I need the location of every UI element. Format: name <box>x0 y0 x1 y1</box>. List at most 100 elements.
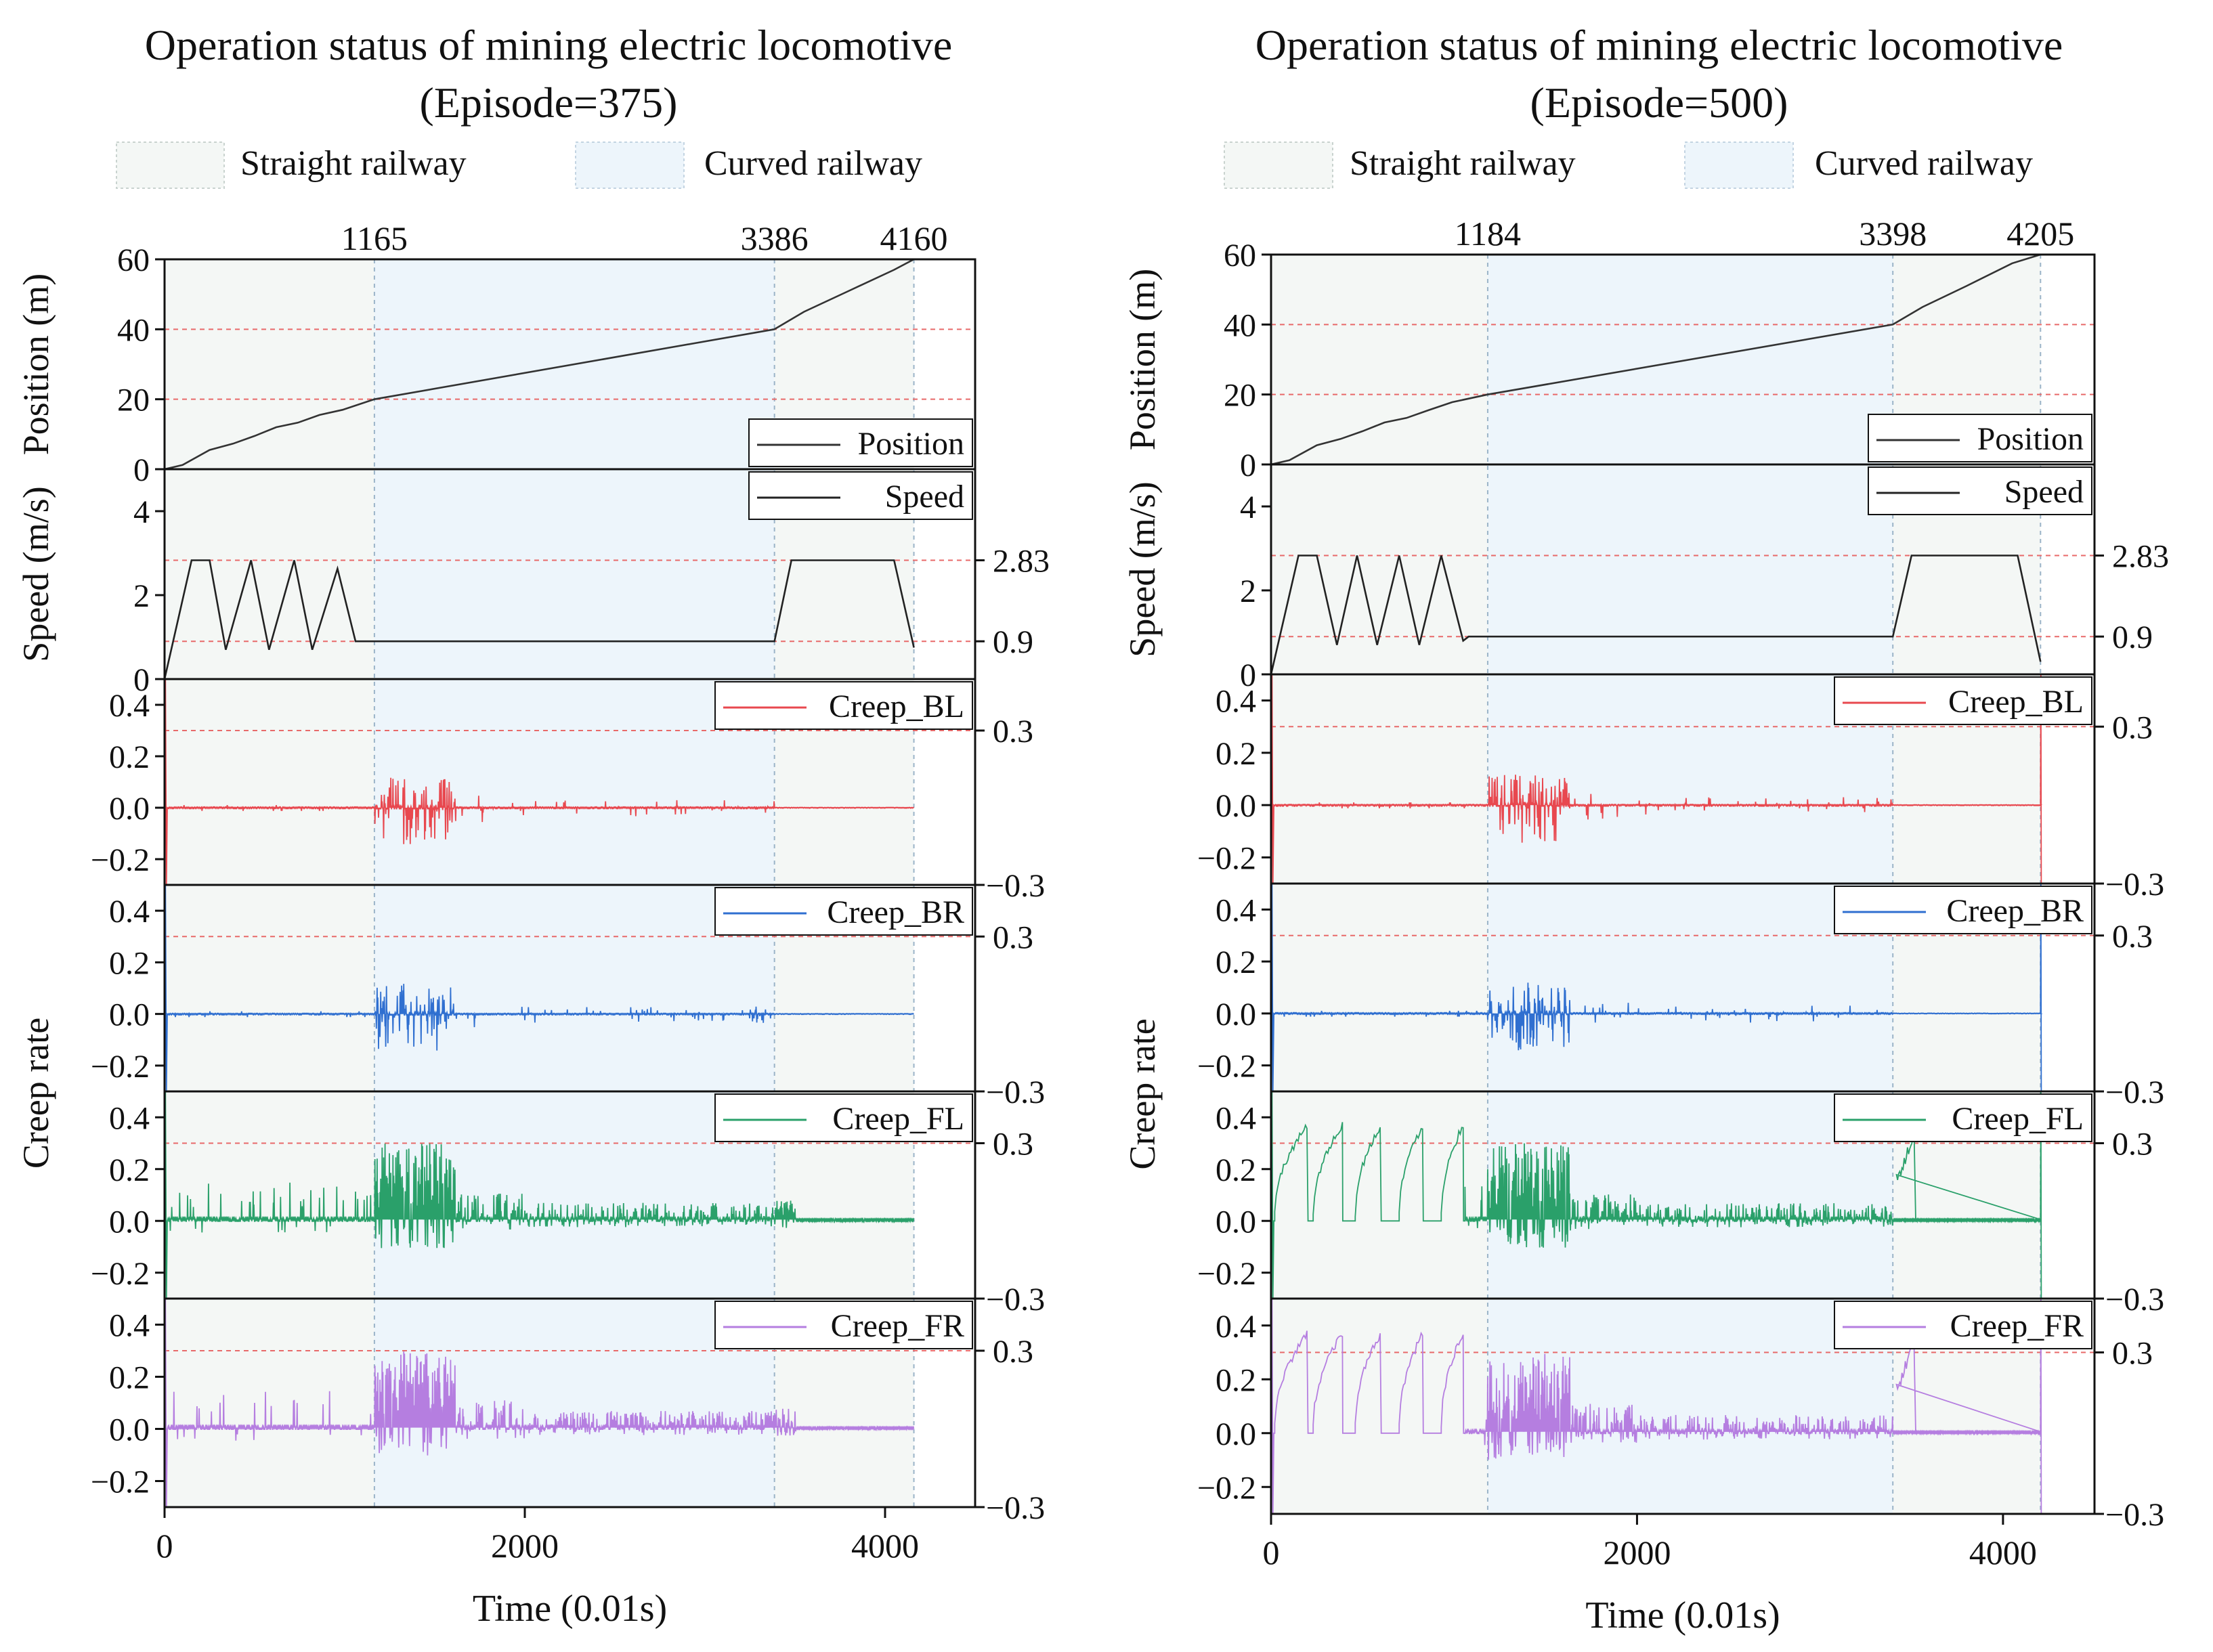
y-tick-label-4: −0.2 <box>91 842 150 878</box>
y-axis-label: Position (m) <box>16 274 56 456</box>
y-tick-label-1: 0.4 <box>109 1100 150 1136</box>
boundary-label-3: 4205 <box>2006 215 2074 253</box>
series-legend: Creep_FL <box>714 1093 973 1142</box>
series-legend-box <box>748 471 973 520</box>
series-legend-box <box>714 681 973 730</box>
right-tick-label-2: 0.9 <box>993 624 1033 660</box>
series-line-position <box>1271 255 2041 464</box>
series-legend-label: Position <box>1977 421 2084 457</box>
y-tick-label-2: 0.2 <box>109 739 150 775</box>
curved-railway-swatch <box>575 142 685 189</box>
boundary-label-1: 1184 <box>1455 215 1521 253</box>
series-line-br <box>165 885 914 1091</box>
series-legend-label: Creep_BR <box>827 894 964 930</box>
y-tick-label-1: 0.4 <box>109 894 150 930</box>
y-tick-label-4: −0.2 <box>1197 1256 1256 1292</box>
right-tick-label-1: 0.3 <box>993 714 1033 749</box>
panel-fr: 0.4 0.2 0.0 −0.2 0.3 −0.3 Creep_FR <box>1197 1297 2164 1533</box>
series-legend-box <box>1834 1093 2092 1142</box>
series-line-speed <box>1271 555 2042 674</box>
y-tick-label-4: 60 <box>117 242 150 278</box>
series-legend: Creep_BL <box>714 681 973 730</box>
chart-title: Operation status of mining electric loco… <box>1255 21 2063 69</box>
right-tick-label-2: −0.3 <box>986 1490 1045 1526</box>
right-tick-label-1: 2.83 <box>993 544 1050 580</box>
panel-fr: 0.4 0.2 0.0 −0.2 0.3 −0.3 Creep_FR <box>91 1297 1045 1526</box>
series-legend: Creep_FR <box>714 1301 973 1349</box>
y-tick-label-1: 0 <box>133 452 150 488</box>
y-tick-label-1: 0 <box>1240 448 1256 483</box>
x-axis-label: Time (0.01s) <box>1585 1594 1780 1636</box>
series-legend-box <box>1834 676 2092 725</box>
y-tick-label-3: 0.0 <box>109 1412 150 1448</box>
straight-region-1 <box>165 259 374 1507</box>
series-line-fl <box>1271 1091 2042 1299</box>
series-legend: Creep_BL <box>1834 676 2092 725</box>
series-legend-box <box>1868 414 2092 462</box>
right-tick-label-2: −0.3 <box>986 1282 1045 1318</box>
series-legend-label: Creep_FL <box>832 1101 964 1137</box>
y-tick-label-1: 0 <box>1240 657 1256 693</box>
y-tick-label-3: 0.0 <box>109 997 150 1033</box>
right-tick-label-2: −0.3 <box>2105 1497 2164 1533</box>
panel-speed: 0 2 4 2.83 0.9 Speed Speed (m/s) <box>1122 463 2169 693</box>
right-tick-label-1: 0.3 <box>2112 1127 2153 1162</box>
x-tick-label-2: 2000 <box>491 1527 559 1565</box>
boundary-label-3: 4160 <box>880 219 948 257</box>
series-legend-label: Creep_BL <box>829 689 964 724</box>
chart-2: Operation status of mining electric loco… <box>1122 21 2169 1636</box>
y-tick-label-4: −0.2 <box>91 1464 150 1500</box>
chart-title: Operation status of mining electric loco… <box>145 21 953 69</box>
series-line-br <box>1271 884 2043 1091</box>
panel-bl: 0.4 0.2 0.0 −0.2 0.3 −0.3 Creep_BL <box>1197 673 2164 903</box>
y-tick-label-3: 0.0 <box>1216 997 1256 1032</box>
y-tick-label-3: 0.0 <box>109 791 150 827</box>
chart-subtitle: (Episode=375) <box>420 79 678 127</box>
series-legend-box <box>714 1301 973 1349</box>
series-line-position <box>165 259 915 469</box>
y-tick-label-2: 0.2 <box>109 945 150 981</box>
series-legend-label: Speed <box>2004 474 2084 510</box>
y-tick-label-2: 2 <box>133 578 150 614</box>
series-legend: Speed <box>1868 466 2092 515</box>
series-legend-label: Creep_BL <box>1948 684 2084 720</box>
y-tick-label-1: 0.4 <box>109 688 150 724</box>
series-legend: Position <box>748 418 973 467</box>
series-legend: Position <box>1868 414 2092 462</box>
straight-railway-label: Straight railway <box>240 144 467 183</box>
y-tick-label-3: 0.0 <box>109 1204 150 1240</box>
panel-br: 0.4 0.2 0.0 −0.2 0.3 −0.3 Creep_BR <box>1197 882 2164 1110</box>
y-tick-label-3: 4 <box>1240 490 1256 525</box>
curved-railway-label: Curved railway <box>1815 144 2033 183</box>
creep-axis-label: Creep rate <box>1122 1018 1163 1169</box>
curved-railway-label: Curved railway <box>704 144 922 183</box>
boundary-label-1: 1165 <box>341 219 408 257</box>
series-line-bl <box>1271 674 2043 884</box>
series-legend-box <box>748 418 973 467</box>
chart-1: Operation status of mining electric loco… <box>16 21 1050 1630</box>
series-legend: Creep_FL <box>1834 1093 2092 1142</box>
y-tick-label-4: −0.2 <box>1197 840 1256 876</box>
right-tick-label-1: 0.3 <box>993 919 1033 955</box>
right-tick-label-1: 0.3 <box>2112 919 2153 955</box>
y-tick-label-2: 0.2 <box>1216 944 1256 980</box>
creep-axis-label: Creep rate <box>16 1018 56 1169</box>
series-legend: Creep_FR <box>1834 1301 2092 1349</box>
right-tick-label-2: −0.3 <box>2105 1282 2164 1318</box>
right-tick-label-1: 0.3 <box>2112 1336 2153 1372</box>
y-tick-label-3: 0.0 <box>1216 1204 1256 1240</box>
series-line-speed <box>165 559 915 679</box>
series-legend-box <box>714 1093 973 1142</box>
right-tick-label-2: −0.3 <box>2105 1074 2164 1110</box>
panel-fl: 0.4 0.2 0.0 −0.2 0.3 −0.3 Creep_FL <box>91 1090 1045 1318</box>
y-tick-label-4: −0.2 <box>91 1049 150 1085</box>
y-tick-label-3: 40 <box>117 312 150 348</box>
straight-railway-label: Straight railway <box>1350 144 1576 183</box>
y-tick-label-1: 0.4 <box>1216 1100 1256 1136</box>
series-line-fr <box>165 1299 915 1507</box>
series-legend-box <box>1834 1301 2092 1349</box>
chart-subtitle: (Episode=500) <box>1530 79 1788 127</box>
series-legend: Creep_BR <box>714 887 973 936</box>
y-tick-label-2: 2 <box>1240 573 1256 609</box>
